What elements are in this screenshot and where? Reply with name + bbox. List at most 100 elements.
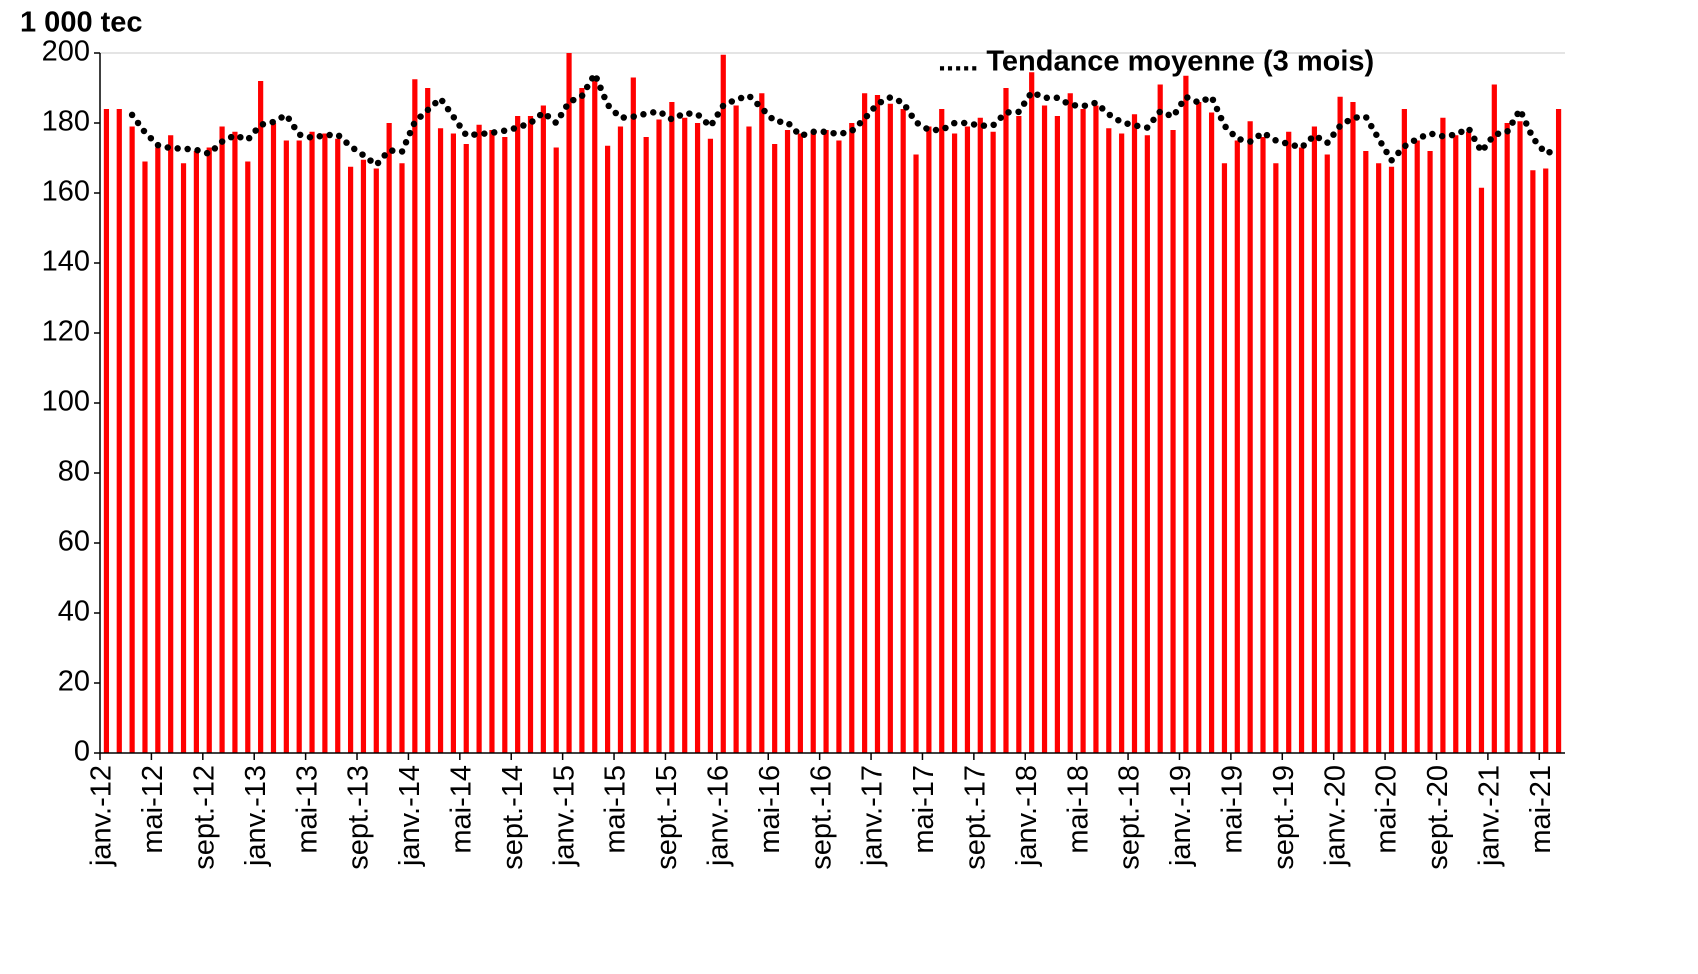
bar bbox=[1440, 117, 1446, 753]
bar bbox=[399, 163, 405, 753]
x-tick-label: janv.-16 bbox=[702, 765, 734, 867]
bar bbox=[1273, 163, 1279, 753]
bar bbox=[309, 131, 315, 753]
bar bbox=[1041, 105, 1048, 753]
bar bbox=[797, 133, 803, 753]
bar bbox=[540, 105, 546, 753]
bar bbox=[951, 133, 958, 753]
bar bbox=[887, 103, 893, 753]
bar bbox=[232, 131, 238, 753]
bar bbox=[990, 131, 996, 753]
bar bbox=[335, 138, 341, 753]
x-tick-label: sept.-17 bbox=[960, 765, 992, 870]
bar bbox=[643, 137, 649, 753]
bar bbox=[1337, 96, 1343, 753]
bar bbox=[1029, 72, 1035, 753]
bar bbox=[1247, 121, 1253, 753]
bar bbox=[617, 126, 624, 753]
y-tick-label: 20 bbox=[58, 666, 90, 698]
bar bbox=[489, 130, 495, 753]
bar bbox=[1543, 168, 1549, 753]
bar bbox=[964, 126, 971, 753]
x-tick-label: mai-15 bbox=[600, 765, 632, 854]
bar bbox=[862, 93, 868, 753]
x-tick-label: sept.-16 bbox=[805, 765, 837, 870]
x-tick-label: mai-21 bbox=[1525, 765, 1557, 854]
x-tick-label: janv.-21 bbox=[1474, 765, 1506, 867]
bar bbox=[1478, 187, 1485, 753]
bar bbox=[1491, 84, 1497, 753]
bar bbox=[476, 124, 482, 753]
x-tick-label: mai-12 bbox=[137, 765, 169, 854]
bar bbox=[746, 126, 752, 753]
bar bbox=[1453, 135, 1459, 753]
bar bbox=[592, 81, 598, 753]
y-tick-label: 120 bbox=[42, 316, 90, 348]
bar bbox=[939, 109, 945, 753]
bar bbox=[502, 137, 508, 753]
bar bbox=[1427, 151, 1433, 753]
bar bbox=[1067, 93, 1073, 753]
y-tick-label: 160 bbox=[42, 176, 90, 208]
y-tick-label: 180 bbox=[42, 106, 90, 138]
bar bbox=[720, 54, 726, 753]
trend-line bbox=[128, 66, 1562, 170]
bar bbox=[412, 79, 418, 753]
bar bbox=[1157, 84, 1163, 753]
bar bbox=[1119, 133, 1125, 753]
bar bbox=[360, 159, 367, 753]
bar bbox=[347, 166, 354, 753]
x-tick-label: mai-13 bbox=[291, 765, 323, 854]
bar bbox=[1298, 147, 1305, 753]
x-tick-label: mai-14 bbox=[445, 765, 477, 854]
bar bbox=[258, 81, 264, 753]
bar bbox=[515, 116, 521, 753]
bar bbox=[450, 133, 456, 753]
x-tick-label: janv.-13 bbox=[240, 765, 272, 867]
y-tick-label: 200 bbox=[42, 36, 90, 68]
bar bbox=[579, 88, 585, 753]
legend-label: ..... Tendance moyenne (3 mois) bbox=[938, 46, 1374, 78]
bar bbox=[103, 109, 110, 753]
bar bbox=[463, 144, 469, 753]
bar bbox=[180, 163, 187, 753]
bar bbox=[1093, 105, 1099, 753]
bar bbox=[823, 130, 829, 753]
bar bbox=[682, 117, 688, 753]
bar bbox=[206, 147, 212, 753]
bar bbox=[116, 109, 122, 753]
bar bbox=[836, 140, 842, 753]
bar bbox=[1106, 128, 1112, 753]
y-tick-label: 0 bbox=[74, 736, 90, 768]
bar bbox=[1555, 109, 1562, 753]
bar bbox=[566, 53, 572, 753]
y-tick-label: 40 bbox=[58, 596, 90, 628]
bar bbox=[1376, 163, 1382, 753]
x-tick-label: janv.-15 bbox=[548, 765, 580, 867]
bar bbox=[270, 123, 277, 753]
bar bbox=[1504, 123, 1510, 753]
bar bbox=[926, 126, 932, 753]
bar bbox=[1388, 166, 1395, 753]
bar bbox=[656, 119, 662, 753]
bar bbox=[1003, 88, 1009, 753]
bar bbox=[245, 161, 251, 753]
x-tick-label: mai-18 bbox=[1062, 765, 1094, 854]
bar bbox=[874, 95, 881, 753]
bar bbox=[322, 133, 328, 753]
bar bbox=[1131, 114, 1138, 753]
bar bbox=[283, 140, 289, 753]
bar bbox=[553, 147, 559, 753]
bar bbox=[155, 147, 161, 753]
bar bbox=[1221, 163, 1228, 753]
bar bbox=[1183, 75, 1189, 753]
bar bbox=[1530, 170, 1536, 753]
bar bbox=[977, 117, 983, 753]
bar bbox=[425, 88, 431, 753]
x-tick-label: janv.-20 bbox=[1319, 765, 1351, 867]
bar bbox=[437, 128, 444, 753]
bar bbox=[1350, 102, 1356, 753]
bar bbox=[694, 123, 701, 753]
bar bbox=[900, 109, 906, 753]
